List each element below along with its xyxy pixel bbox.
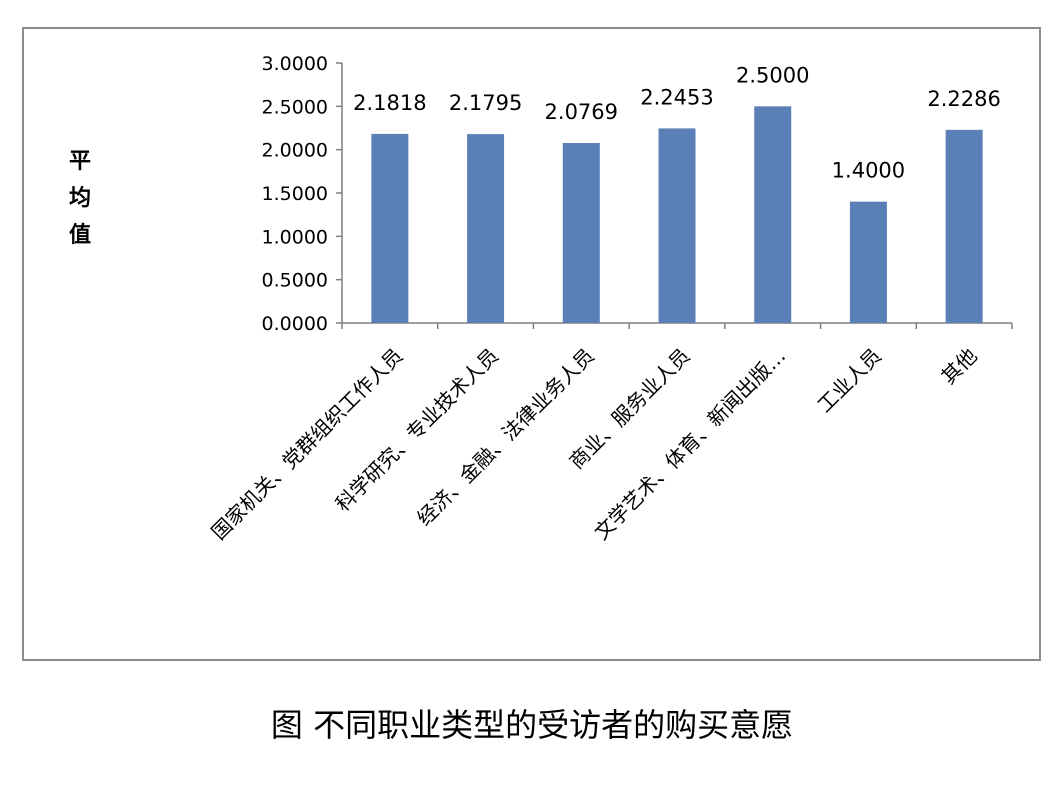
data-label: 2.0769 bbox=[545, 100, 618, 124]
data-label: 2.1795 bbox=[449, 91, 522, 115]
category-label: 经济、金融、法律业务人员 bbox=[412, 344, 599, 531]
data-label: 1.4000 bbox=[832, 159, 905, 183]
bar bbox=[754, 106, 792, 323]
bar bbox=[945, 129, 983, 323]
category-label: 科学研究、专业技术人员 bbox=[331, 344, 504, 517]
y-axis-title-char: 均 bbox=[69, 185, 91, 211]
chart-frame bbox=[22, 27, 1041, 661]
data-label: 2.2286 bbox=[927, 87, 1000, 111]
data-label: 2.2453 bbox=[640, 85, 713, 109]
data-label: 2.5000 bbox=[736, 63, 809, 87]
bar bbox=[658, 128, 696, 323]
bar bbox=[562, 143, 600, 323]
bar bbox=[371, 133, 409, 323]
bar bbox=[467, 134, 505, 323]
data-label: 2.1818 bbox=[353, 91, 426, 115]
figure-caption: 图 不同职业类型的受访者的购买意愿 bbox=[270, 706, 794, 744]
y-tick-label: 0.0000 bbox=[262, 313, 328, 335]
category-label: 国家机关、党群组织工作人员 bbox=[207, 344, 408, 545]
category-label: 工业人员 bbox=[812, 344, 886, 418]
y-tick-label: 1.5000 bbox=[262, 183, 328, 205]
y-tick-label: 2.5000 bbox=[262, 96, 328, 118]
category-label: 文学艺术、体育、新闻出版… bbox=[589, 344, 790, 545]
y-tick-label: 2.0000 bbox=[262, 140, 328, 162]
y-axis-title-char: 平 bbox=[69, 149, 91, 174]
y-tick-label: 3.0000 bbox=[262, 53, 328, 75]
category-label: 其他 bbox=[936, 344, 981, 389]
y-tick-label: 1.0000 bbox=[262, 226, 328, 248]
bar bbox=[849, 201, 887, 323]
y-tick-label: 0.5000 bbox=[262, 270, 328, 292]
y-axis-title-char: 值 bbox=[69, 222, 91, 248]
